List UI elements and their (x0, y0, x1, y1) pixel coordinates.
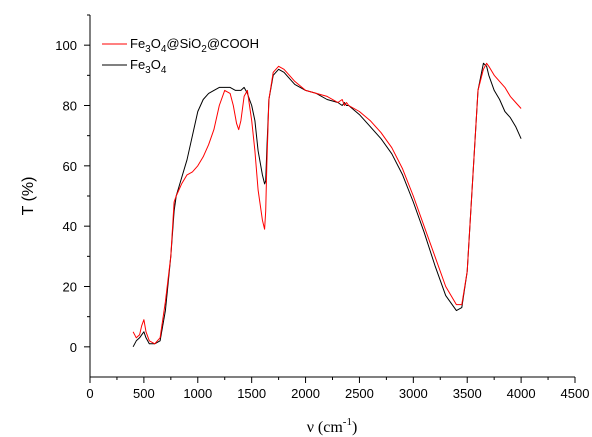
series-line-0 (132, 62, 522, 345)
legend-label-0: Fe3O4@SiO2@COOH (130, 36, 259, 55)
x-tick-label-5: 2500 (345, 386, 374, 401)
y-tick-label-1: 20 (63, 280, 77, 295)
series-line-1 (132, 62, 522, 348)
x-tick-label-7: 3500 (453, 386, 482, 401)
x-axis-title-main: ν (cm (307, 419, 344, 436)
plot-area (132, 62, 522, 348)
axis-ticks: 0 500 1000 1500 2000 2500 3000 3500 4000 4500 0 20 4… (55, 14, 590, 401)
legend: Fe3O4@SiO2@COOH Fe3O4 (102, 36, 259, 76)
legend-label-1: Fe3O4 (130, 57, 167, 76)
x-tick-label-4: 2000 (291, 386, 320, 401)
x-axis-title-close: ) (352, 419, 357, 436)
y-tick-label-0: 0 (70, 340, 77, 355)
y-tick-label-5: 100 (55, 38, 77, 53)
x-tick-label-9: 4500 (561, 386, 590, 401)
x-tick-label-1: 500 (133, 386, 155, 401)
x-tick-label-8: 4000 (507, 386, 536, 401)
x-tick-label-2: 1000 (183, 386, 212, 401)
x-axis-title: ν (cm-1) (307, 416, 358, 436)
x-axis-title-sup: -1 (343, 416, 352, 428)
y-tick-label-4: 80 (63, 99, 77, 114)
x-tick-label-3: 1500 (237, 386, 266, 401)
x-tick-label-0: 0 (86, 386, 93, 401)
y-axis-title: T (%) (20, 177, 37, 216)
y-tick-label-2: 40 (63, 219, 77, 234)
y-tick-label-3: 60 (63, 159, 77, 174)
x-tick-label-6: 3000 (399, 386, 428, 401)
